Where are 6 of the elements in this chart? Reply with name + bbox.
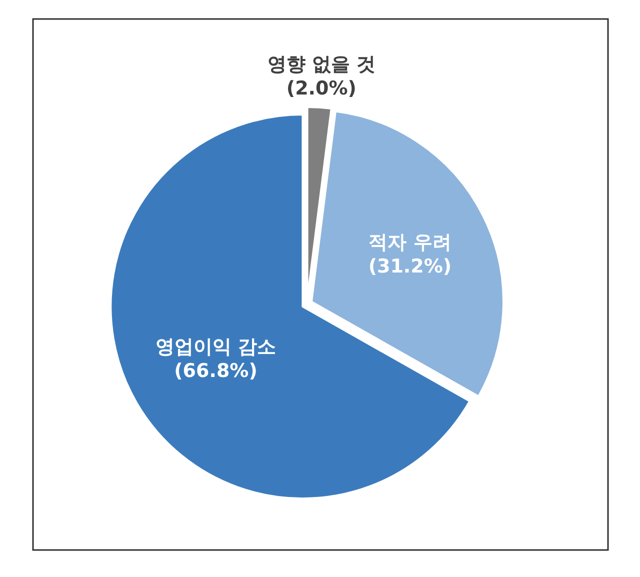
- slice-label: 영향 없을 것: [267, 53, 376, 76]
- data-label: (2.0%): [286, 77, 356, 100]
- data-label: (66.8%): [174, 360, 258, 382]
- data-label: (31.2%): [368, 255, 452, 278]
- slice-label: 영업이익 감소: [155, 336, 276, 358]
- slice-label: 적자 우려: [368, 231, 452, 254]
